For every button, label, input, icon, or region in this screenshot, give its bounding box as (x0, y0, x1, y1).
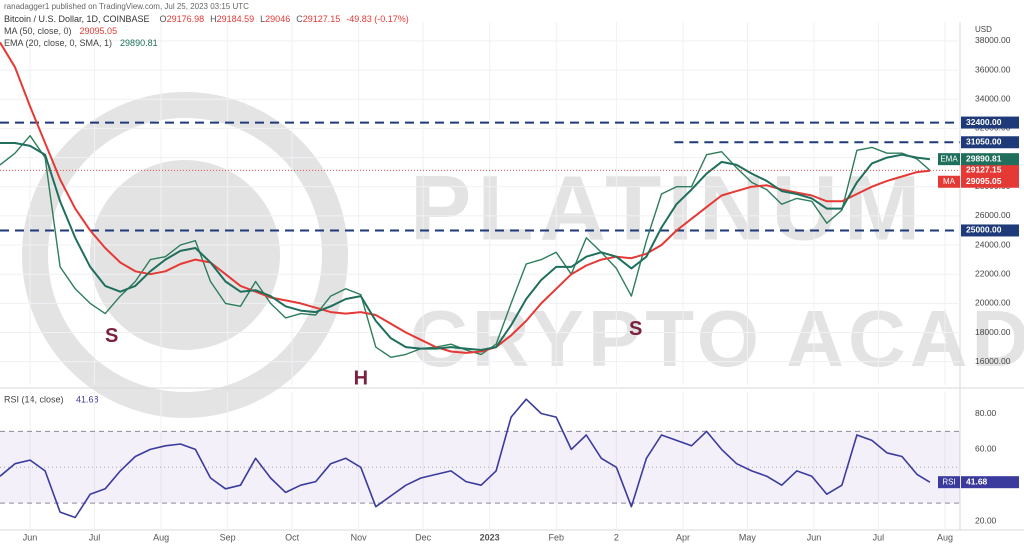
x-tick-label: Jul (873, 532, 885, 542)
y-tick-label: 36000.00 (975, 64, 1011, 74)
x-tick-label: Sep (220, 532, 236, 542)
level-tag-label: 25000.00 (966, 225, 1002, 235)
indicator-legend: MA (50, close, 0) 29095.05 (4, 26, 117, 36)
watermark-text: PLATINUM (410, 157, 926, 259)
rsi-title: RSI (14, close) (4, 394, 64, 404)
x-tick-label: 2023 (480, 532, 500, 542)
y-tick-label: 18000.00 (975, 327, 1011, 337)
x-tick-label: Jul (89, 532, 101, 542)
ohlc-value: 29127.15 (303, 14, 341, 24)
watermark-ring (22, 92, 348, 418)
ohlc-value: 29184.59 (217, 14, 255, 24)
y-tick-label: 26000.00 (975, 210, 1011, 220)
watermark-text: CRYPTO ACADEMY (410, 294, 1024, 383)
x-tick-label: Dec (415, 532, 432, 542)
ohlc-key: H (210, 14, 217, 24)
change: -49.83 (-0.17%) (346, 14, 409, 24)
ohlc-key: L (260, 14, 265, 24)
x-tick-label: Nov (351, 532, 368, 542)
level-tag-label: 31050.00 (966, 137, 1002, 147)
annotation: S (629, 318, 642, 340)
chart-title: Bitcoin / U.S. Dollar, 1D, COINBASE (4, 14, 150, 24)
indicator-name: EMA (20, close, 0, SMA, 1) (4, 38, 112, 48)
annotation: S (105, 325, 118, 347)
level-tag-label: 32400.00 (966, 117, 1002, 127)
indicator-value: 29890.81 (120, 38, 158, 48)
x-tick-label: Aug (937, 532, 953, 542)
ohlc-key: C (296, 14, 303, 24)
x-tick-label: Jun (807, 532, 822, 542)
y-tick-label: 20.00 (975, 515, 997, 525)
ohlc-key: O (160, 14, 167, 24)
indicator-value: 29095.05 (80, 26, 118, 36)
y-tick-label: 24000.00 (975, 239, 1011, 249)
rsi-line (0, 398, 931, 519)
axis-tag-label: 29127.15 (966, 165, 1002, 175)
axis-tag-key (938, 476, 960, 489)
level-tag (961, 136, 1019, 149)
indicator-line (0, 142, 931, 351)
axis-tag-key (938, 175, 960, 188)
axis-tag-key (938, 153, 960, 166)
axis-tag (961, 164, 1019, 177)
level-tag (961, 224, 1019, 237)
x-tick-label: Aug (153, 532, 169, 542)
y-tick-label: 34000.00 (975, 94, 1011, 104)
level-tag (961, 116, 1019, 129)
header: Bitcoin / U.S. Dollar, 1D, COINBASE O2917… (4, 14, 409, 24)
x-tick-label: Oct (285, 532, 300, 542)
x-tick-label: Feb (548, 532, 564, 542)
axis-tag (961, 175, 1019, 188)
x-tick-label: Apr (676, 532, 690, 542)
indicator-legend: EMA (20, close, 0, SMA, 1) 29890.81 (4, 38, 158, 48)
y-tick-label: 20000.00 (975, 298, 1011, 308)
y-tick-label: 38000.00 (975, 35, 1011, 45)
indicator-name: MA (50, close, 0) (4, 26, 72, 36)
axis-tag-label: 29095.05 (966, 176, 1002, 186)
axis-tag (961, 153, 1019, 166)
ohlc-value: 29176.98 (167, 14, 205, 24)
axis-tag-key-label: MA (943, 177, 956, 186)
axis-tag-key-label: RSI (942, 477, 955, 486)
publisher: ranadagger1 published on TradingView.com… (4, 2, 249, 11)
y-tick-label: 80.00 (975, 408, 997, 418)
watermark-coin (90, 160, 280, 350)
price-line (0, 135, 931, 358)
axis-tag-key-label: EMA (940, 154, 958, 163)
x-tick-label: May (739, 532, 757, 542)
axis-tag-label: 29890.81 (966, 153, 1002, 163)
currency: USD (975, 25, 992, 34)
axis-tag (961, 476, 1019, 489)
axis-tag-label: 41.68 (966, 476, 988, 486)
ohlc-value: 29046 (265, 14, 290, 24)
rsi-last: 41.68 (76, 394, 99, 404)
x-tick-label: 2 (614, 532, 619, 542)
annotation: H (354, 367, 368, 389)
x-tick-label: Jun (23, 532, 38, 542)
y-tick-label: 16000.00 (975, 356, 1011, 366)
y-tick-label: 60.00 (975, 444, 997, 454)
y-tick-label: 22000.00 (975, 268, 1011, 278)
